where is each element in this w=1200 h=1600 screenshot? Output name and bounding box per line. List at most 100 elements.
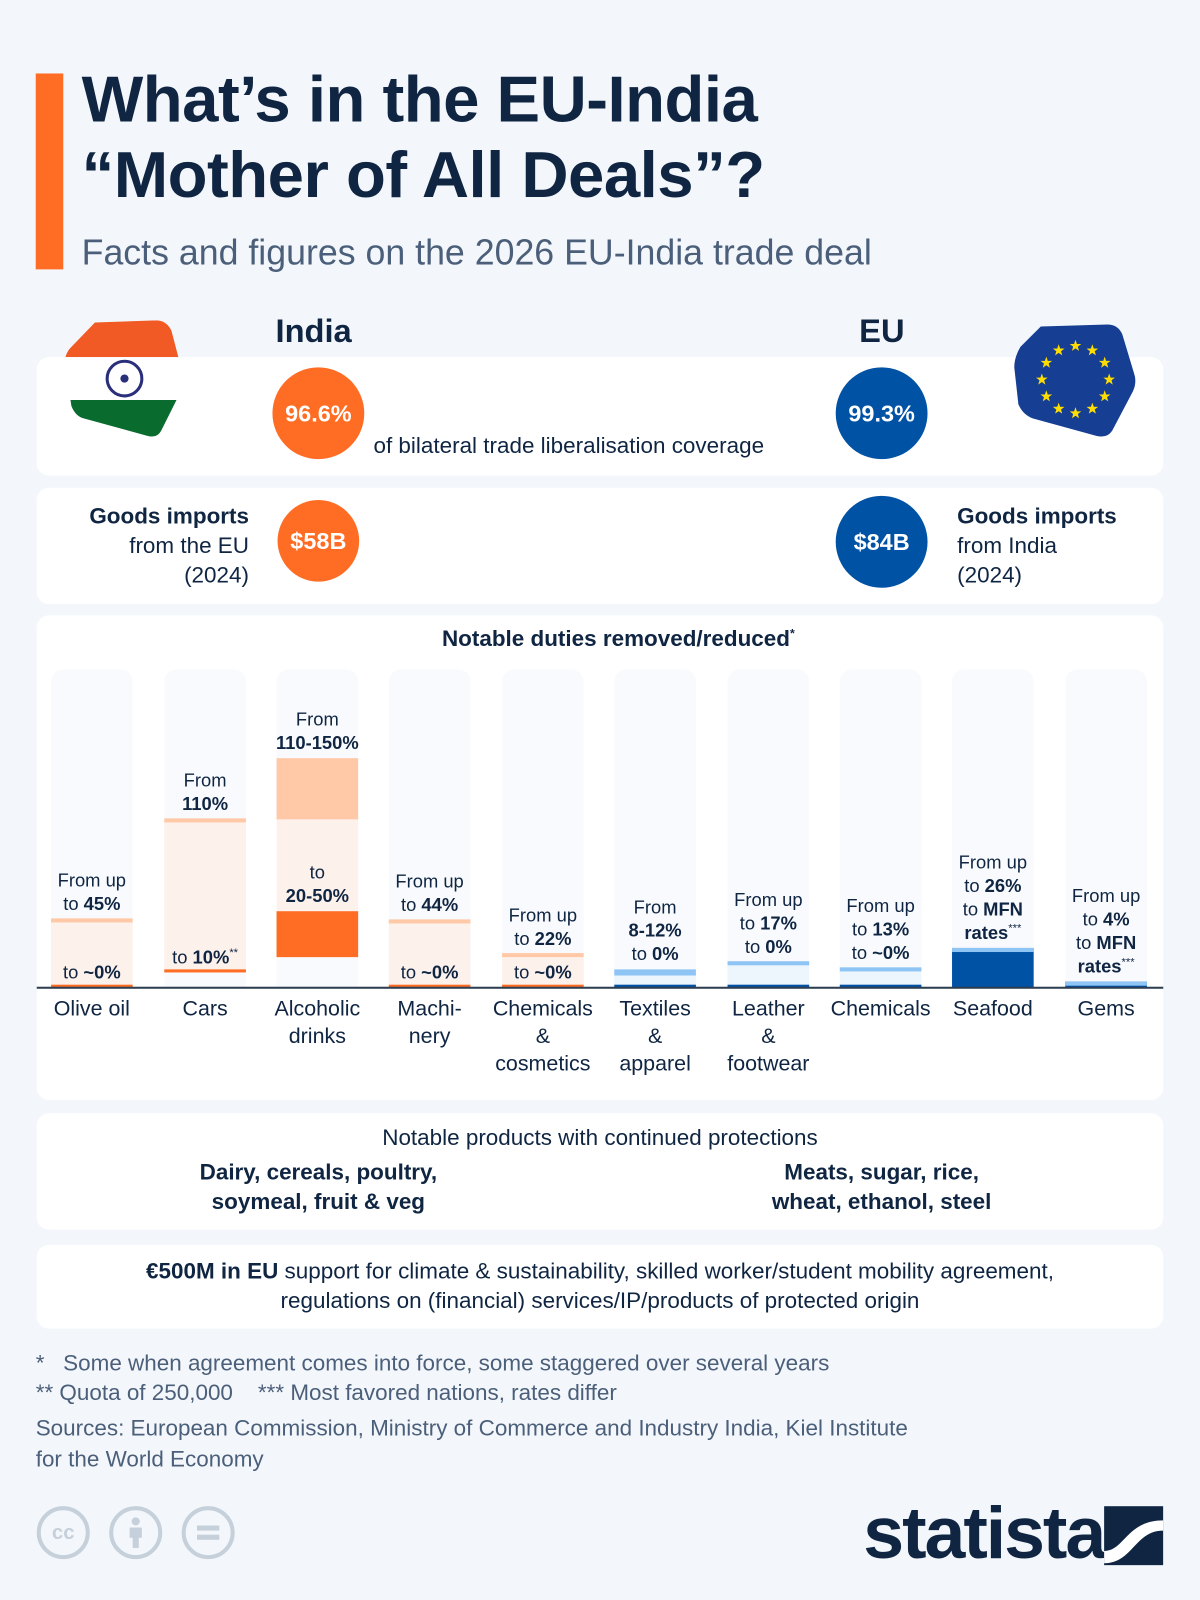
star-icon bbox=[1069, 407, 1082, 419]
category-label: Machi-nery bbox=[397, 996, 462, 1048]
bar-to-line bbox=[51, 984, 133, 988]
support-text: €500M in EU support for climate & sustai… bbox=[37, 1256, 1164, 1315]
bar-reduction-range bbox=[502, 954, 584, 988]
bar-to-label: to ~0% bbox=[62, 962, 121, 983]
statista-logo-icon bbox=[1104, 1506, 1164, 1566]
india-imports-title: Goods imports bbox=[89, 503, 249, 529]
eu-imports-label: Goods imports from India (2024) bbox=[957, 501, 1117, 590]
accent-bar bbox=[35, 73, 64, 270]
category-label: Gems bbox=[1077, 996, 1135, 1021]
chart-title-text: Notable duties removed/reduced bbox=[441, 625, 790, 652]
india-protections-line-2: soymeal, fruit & veg bbox=[211, 1188, 426, 1215]
support-amount: €500M in EU bbox=[146, 1258, 279, 1284]
eu-protections-line-2: wheat, ethanol, steel bbox=[771, 1188, 992, 1215]
nd-icon[interactable] bbox=[181, 1506, 235, 1560]
eu-imports-source: from India bbox=[957, 532, 1057, 559]
bar-from-range bbox=[276, 758, 359, 820]
bar-reduction-range bbox=[164, 819, 246, 973]
bar-to-line bbox=[388, 984, 471, 988]
support-panel bbox=[36, 1244, 1164, 1329]
star-icon bbox=[1098, 356, 1111, 368]
eu-imports-title: Goods imports bbox=[957, 503, 1117, 529]
india-imports-year: (2024) bbox=[184, 562, 249, 588]
india-imports-badge: $58B bbox=[277, 499, 360, 582]
eu-imports-badge: $84B bbox=[835, 495, 928, 588]
coverage-panel bbox=[36, 357, 1164, 476]
bar-from-label: From up to 4% to MFN rates*** bbox=[1071, 885, 1141, 977]
bar-to-line bbox=[727, 984, 810, 988]
star-icon bbox=[1103, 373, 1115, 385]
bar-to-line bbox=[502, 984, 584, 988]
bar-to-label: to ~0% bbox=[400, 962, 459, 983]
india-coverage-badge: 96.6% bbox=[272, 367, 365, 460]
bar-to-line bbox=[164, 969, 246, 973]
bar-from-label: From 110% bbox=[182, 770, 229, 815]
eu-imports-year: (2024) bbox=[957, 562, 1023, 588]
bar-from-label: From 8-12% to 0% bbox=[628, 896, 682, 965]
sources-line-1: Sources: European Commission, Ministry o… bbox=[35, 1415, 908, 1441]
india-imports-label: Goods imports from the EU (2024) bbox=[89, 501, 249, 590]
bar-from-label: From up to 17% to 0% bbox=[734, 889, 803, 957]
category-label: Olive oil bbox=[53, 996, 130, 1021]
bar-background bbox=[502, 669, 584, 988]
star-icon bbox=[1040, 356, 1053, 368]
india-flag-icon bbox=[64, 320, 185, 437]
bar-from-label: From up to 45% bbox=[57, 869, 127, 914]
chart-title-footnote-mark: * bbox=[789, 626, 795, 641]
support-line-2: regulations on (financial) services/IP/p… bbox=[280, 1287, 920, 1314]
bar-background bbox=[614, 669, 696, 988]
category-label: Chemicals & cosmetics bbox=[492, 996, 593, 1076]
star-icon bbox=[1052, 402, 1065, 414]
title-line-1: What’s in the EU-India bbox=[81, 62, 758, 136]
bar-from-label: From up to 44% bbox=[395, 871, 464, 916]
statista-logo[interactable]: statista bbox=[863, 1492, 1106, 1575]
star-icon bbox=[1036, 373, 1048, 385]
imports-panel bbox=[36, 487, 1164, 605]
bar-from-range bbox=[614, 969, 696, 976]
protections-panel bbox=[36, 1113, 1164, 1230]
star-icon bbox=[1086, 402, 1099, 414]
support-line-1: support for climate & sustainability, sk… bbox=[278, 1258, 1054, 1284]
bar-from-line bbox=[388, 919, 471, 924]
star-icon bbox=[1069, 339, 1082, 351]
star-icon bbox=[1098, 390, 1111, 402]
chart-baseline bbox=[36, 986, 1164, 989]
by-icon[interactable] bbox=[109, 1506, 163, 1560]
bar-reduction-range bbox=[276, 819, 359, 912]
bar-background bbox=[727, 669, 810, 988]
category-label: Textiles & apparel bbox=[619, 996, 691, 1076]
sources-line-2: for the World Economy bbox=[35, 1445, 264, 1472]
eu-heading: EU bbox=[859, 312, 905, 349]
category-label: Seafood bbox=[952, 996, 1033, 1021]
bar-from-line bbox=[502, 953, 584, 958]
bar-to-line bbox=[839, 984, 922, 988]
footnote-1: * Some when agreement comes into force, … bbox=[35, 1349, 830, 1376]
eu-protections-line-1: Meats, sugar, rice, bbox=[784, 1159, 979, 1185]
star-icon bbox=[1086, 344, 1099, 356]
bar-from-line bbox=[839, 966, 922, 971]
cc-icon[interactable]: cc bbox=[36, 1506, 90, 1560]
bar-background bbox=[839, 669, 922, 988]
bar-from-label: From up to 26% to MFN rates*** bbox=[958, 852, 1028, 943]
eu-protections: Meats, sugar, rice, wheat, ethanol, stee… bbox=[729, 1157, 1035, 1216]
bar-reduction-range bbox=[51, 918, 133, 988]
bar-to-label: to 20-50% bbox=[285, 862, 349, 907]
page-title: What’s in the EU-India “Mother of All De… bbox=[81, 61, 766, 212]
bar-from-line bbox=[164, 818, 246, 823]
subtitle: Facts and figures on the 2026 EU-India t… bbox=[81, 232, 872, 273]
india-protections-line-1: Dairy, cereals, poultry, bbox=[199, 1159, 438, 1185]
category-label: Chemicals bbox=[830, 996, 931, 1021]
india-protections: Dairy, cereals, poultry, soymeal, fruit … bbox=[165, 1157, 471, 1216]
chart-title: Notable duties removed/reduced* bbox=[0, 626, 1200, 653]
bar-reduction-range bbox=[727, 961, 810, 988]
category-label: Leather & footwear bbox=[727, 996, 810, 1076]
eu-coverage-badge: 99.3% bbox=[835, 367, 928, 460]
bar-from-line bbox=[51, 917, 133, 922]
bar-background bbox=[952, 669, 1034, 988]
bar-from-label: From 110-150% bbox=[275, 709, 359, 754]
india-imports-source: from the EU bbox=[129, 532, 249, 559]
bar-mfn-level bbox=[952, 947, 1034, 988]
bar-background bbox=[1065, 669, 1147, 988]
coverage-caption: of bilateral trade liberalisation covera… bbox=[373, 432, 765, 459]
